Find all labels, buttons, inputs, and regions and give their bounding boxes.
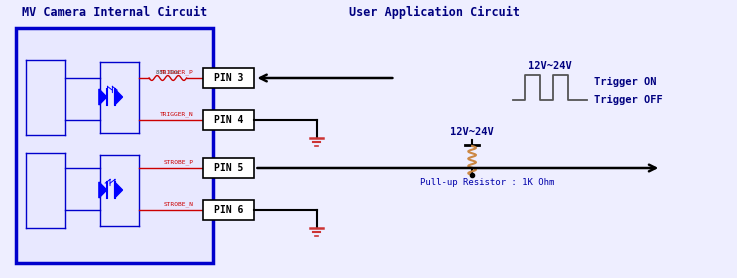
Text: PIN 3: PIN 3 [214,73,243,83]
Text: STROBE_P: STROBE_P [164,159,193,165]
Bar [203,158,254,178]
Text: Trigger OFF: Trigger OFF [594,95,663,105]
Text: PIN 4: PIN 4 [214,115,243,125]
Text: STROBE_N: STROBE_N [164,201,193,207]
Text: PIN 6: PIN 6 [214,205,243,215]
Text: PIN 5: PIN 5 [214,163,243,173]
Polygon shape [115,182,122,198]
Text: User Application Circuit: User Application Circuit [349,6,520,19]
Text: TRIGGER_N: TRIGGER_N [160,111,193,117]
Text: 12V~24V: 12V~24V [528,61,572,71]
Polygon shape [99,89,107,105]
Polygon shape [115,89,122,105]
Text: TRIGGER_P: TRIGGER_P [160,69,193,75]
Bar [203,68,254,88]
Text: Pull-up Resistor : 1K Ohm: Pull-up Resistor : 1K Ohm [419,177,554,187]
Bar [16,28,213,263]
Bar [203,110,254,130]
Text: 880 Ohm: 880 Ohm [156,70,179,75]
Polygon shape [99,182,107,198]
Text: MV Camera Internal Circuit: MV Camera Internal Circuit [22,6,207,19]
Bar [203,200,254,220]
Text: 12V~24V: 12V~24V [450,127,494,137]
Text: Trigger ON: Trigger ON [594,77,657,87]
